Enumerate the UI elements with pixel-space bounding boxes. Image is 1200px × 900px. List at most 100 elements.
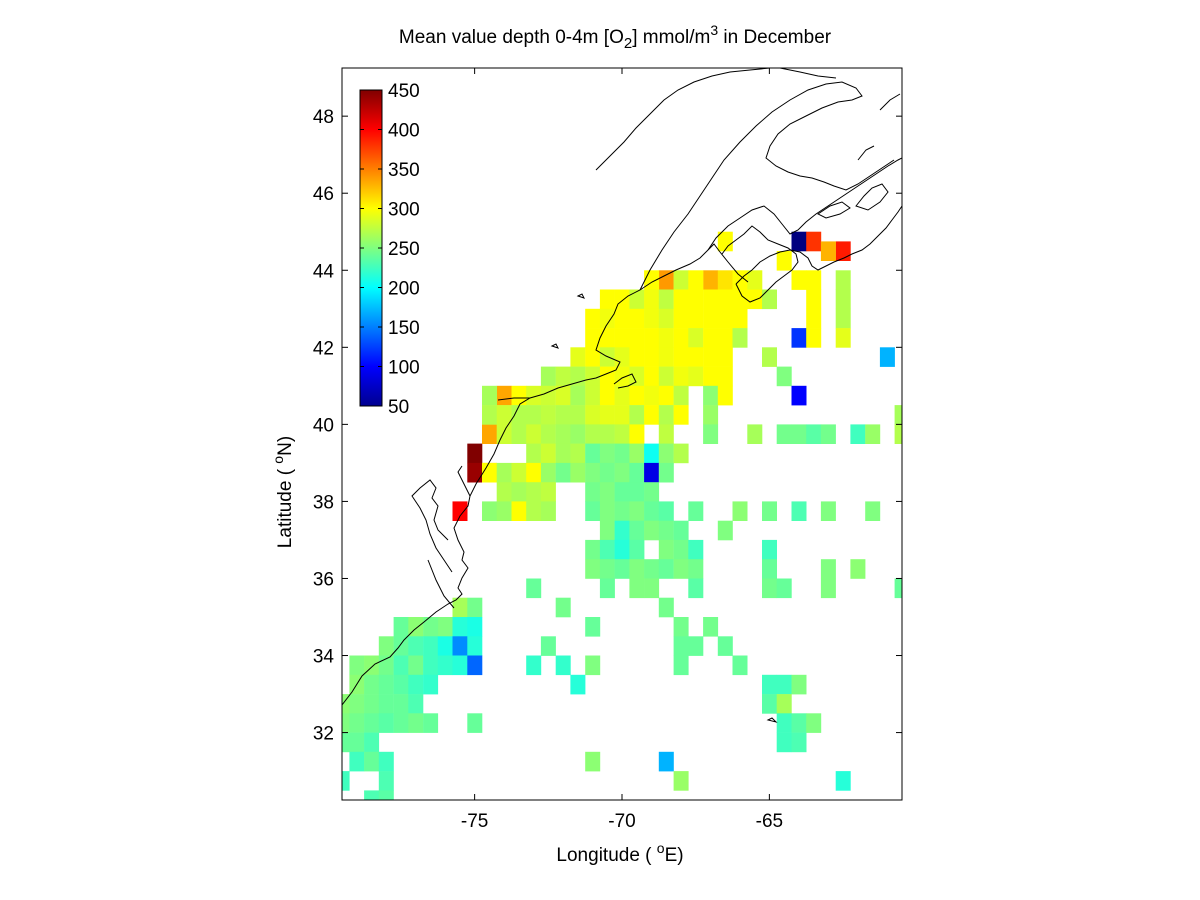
y-tick-label: 48 — [313, 107, 334, 128]
heatmap-cell-6 — [791, 231, 807, 252]
heatmap-cell-10 — [658, 270, 674, 290]
y-axis: 32 34 36 38 40 42 44 46 48 — [313, 107, 902, 745]
heatmap-cell-187 — [688, 501, 704, 521]
heatmap-cell-238 — [585, 617, 601, 637]
heatmap-cell-228 — [452, 597, 468, 618]
heatmap-cell-158 — [540, 462, 556, 483]
heatmap-cell-310 — [378, 790, 394, 800]
heatmap-cell-109 — [511, 405, 527, 425]
y-tick-label: 36 — [313, 569, 334, 590]
heatmap-cell-154 — [482, 462, 497, 483]
heatmap-cell-265 — [732, 655, 748, 676]
heatmap-cell-45 — [703, 308, 719, 329]
heatmap-cell-36 — [835, 289, 851, 310]
heatmap-cell-259 — [452, 655, 468, 676]
heatmap-cell-177 — [496, 501, 512, 521]
heatmap-cell-297 — [364, 732, 380, 753]
heatmap-cell-130 — [599, 424, 615, 444]
heatmap-cell-239 — [673, 617, 689, 637]
heatmap-cell-217 — [820, 559, 836, 579]
x-axis: -75 -70 -65 — [461, 68, 783, 832]
heatmap-cell-237 — [423, 617, 439, 637]
heatmap-cell-296 — [349, 732, 365, 753]
heatmap-cell-11 — [703, 270, 719, 290]
heatmap-cell-116 — [614, 405, 630, 425]
heatmap-cell-31 — [717, 289, 733, 310]
heatmap-cell-22 — [717, 231, 733, 252]
heatmap-cell-215 — [688, 559, 704, 579]
heatmap-cell-114 — [585, 405, 601, 425]
heatmap-cell-26 — [644, 289, 660, 310]
heatmap-cell-17 — [747, 270, 763, 290]
heatmap-cell-198 — [673, 520, 689, 541]
heatmap-cell-65 — [585, 347, 601, 367]
heatmap-cell-274 — [776, 674, 792, 695]
heatmap-cell-247 — [467, 636, 483, 656]
heatmap-cell-82 — [614, 366, 630, 387]
heatmap-cell-175 — [644, 482, 660, 502]
colorbar-tick-label: 250 — [388, 239, 420, 260]
heatmap-cell-244 — [423, 636, 439, 656]
heatmap-cell-70 — [658, 347, 674, 367]
heatmap-cell-73 — [703, 347, 719, 367]
heatmap-cell-258 — [437, 655, 453, 676]
heatmap-cell-74 — [717, 347, 733, 367]
heatmap-cell-232 — [437, 617, 453, 637]
heatmap-cell-209 — [599, 559, 615, 579]
heatmap-cell-301 — [364, 751, 380, 772]
heatmap-cell-273 — [762, 674, 777, 695]
heatmap-cell-55 — [658, 328, 674, 348]
heatmap-cell-210 — [614, 559, 630, 579]
colorbar-tick-label: 400 — [388, 121, 420, 142]
heatmap-cell-282 — [762, 694, 777, 714]
heatmap-cell-56 — [673, 328, 689, 348]
y-axis-label: Latitude ( oN) — [270, 435, 296, 549]
heatmap-cell-138 — [806, 424, 822, 444]
heatmap-cell-49 — [835, 308, 851, 329]
heatmap-cell-240 — [703, 617, 719, 637]
heatmap-cell-157 — [526, 462, 542, 483]
heatmap-cell-180 — [540, 501, 556, 521]
heatmap-cell-120 — [673, 405, 689, 425]
heatmap-cell-122 — [894, 405, 902, 425]
heatmap-cell-276 — [342, 694, 350, 714]
heatmap-cell-275 — [791, 674, 807, 695]
heatmap-cell-105 — [717, 385, 733, 406]
heatmap-cell-40 — [629, 308, 645, 329]
heatmap-cell-145 — [555, 443, 571, 464]
heatmap-cell-7 — [806, 231, 822, 252]
heatmap-cell-278 — [364, 694, 380, 714]
heatmap-cell-25 — [629, 289, 645, 310]
heatmap-cell-160 — [570, 462, 586, 483]
heatmap-cell-99 — [614, 385, 630, 406]
heatmap-cell-293 — [791, 713, 807, 733]
heatmap-cell-81 — [599, 366, 615, 387]
y-tick-label: 40 — [313, 415, 334, 436]
heatmap-cell-308 — [835, 771, 851, 791]
heatmap-cell-12 — [717, 270, 733, 290]
heatmap-cell-302 — [378, 751, 394, 772]
heatmap-cell-303 — [585, 751, 601, 772]
heatmap-cell-86 — [673, 366, 689, 387]
heatmap-cell-84 — [644, 366, 660, 387]
heatmap-cell-146 — [570, 443, 586, 464]
heatmap-cell-102 — [658, 385, 674, 406]
heatmap-cell-79 — [570, 366, 586, 387]
heatmap-cell-21 — [776, 251, 792, 271]
colorbar-tick-label: 50 — [388, 397, 409, 418]
heatmap-cell-287 — [378, 713, 394, 733]
heatmap-cell-115 — [599, 405, 615, 425]
heatmap-cell-277 — [349, 694, 365, 714]
heatmap-cell-179 — [526, 501, 542, 521]
heatmap-cell-118 — [644, 405, 660, 425]
heatmap-cell-251 — [673, 636, 689, 656]
heatmap-cell-2 — [452, 501, 468, 521]
heatmap-cell-37 — [585, 308, 601, 329]
heatmap-cell-206 — [688, 539, 704, 560]
heatmap-cell-61 — [791, 328, 807, 348]
heatmap-cell-38 — [599, 308, 615, 329]
heatmap-cell-88 — [703, 366, 719, 387]
heatmap-cell-121 — [703, 405, 719, 425]
heatmap-cell-172 — [599, 482, 615, 502]
heatmap-cell-173 — [614, 482, 630, 502]
